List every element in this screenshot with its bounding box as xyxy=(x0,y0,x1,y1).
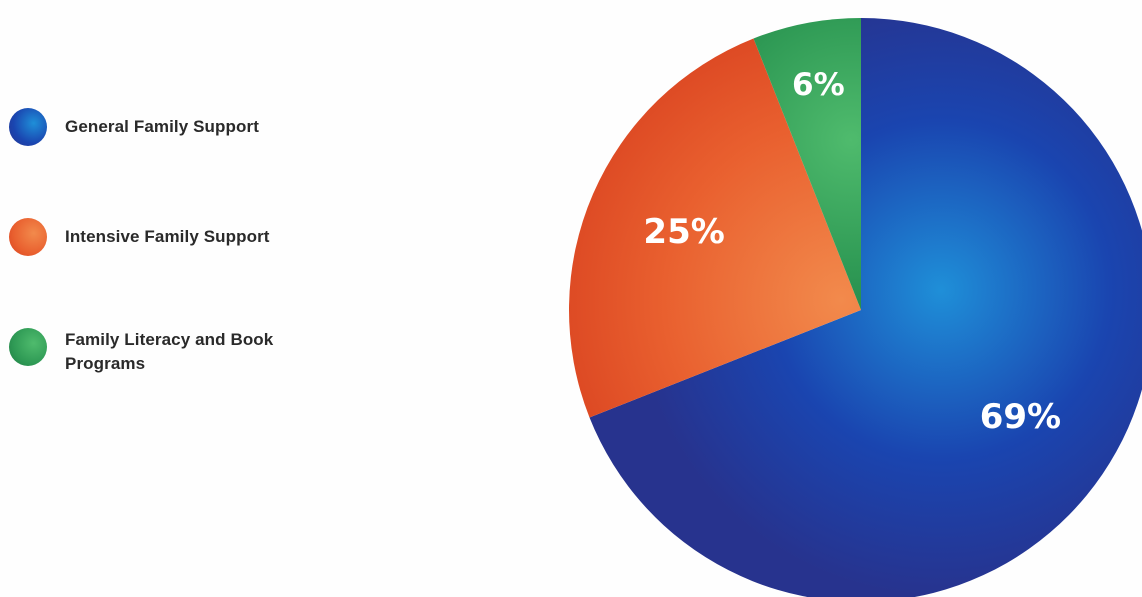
pie-data-label-general-family-support: 69% xyxy=(980,397,1061,437)
pie-data-label-family-literacy-and-book-programs: 6% xyxy=(792,67,845,103)
pie-slices xyxy=(569,18,1142,597)
pie-data-label-intensive-family-support: 25% xyxy=(643,212,724,252)
